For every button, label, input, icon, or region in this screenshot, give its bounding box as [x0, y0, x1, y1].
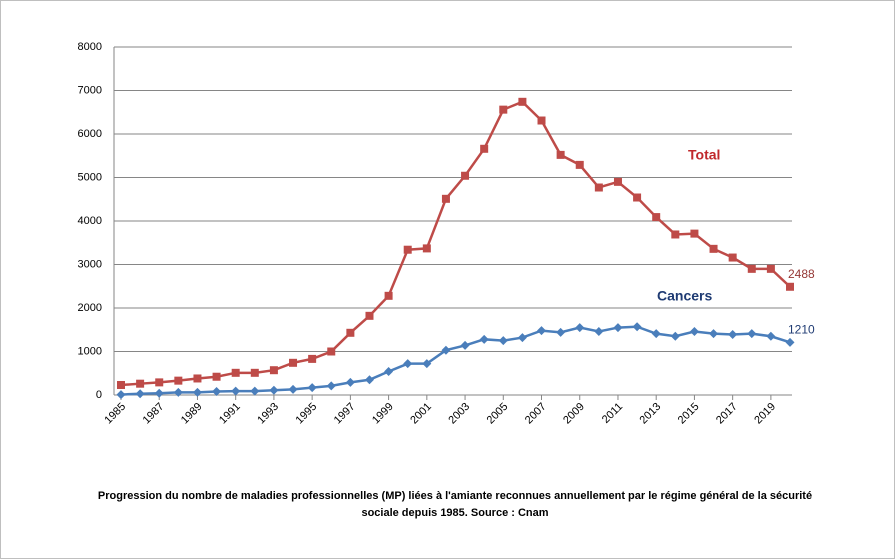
point [135, 389, 145, 399]
point [594, 326, 604, 336]
y-tick-label: 7000 [78, 84, 102, 96]
point [250, 386, 260, 396]
y-tick-label: 1000 [78, 345, 102, 357]
point [766, 264, 775, 273]
y-tick-label: 0 [96, 389, 102, 401]
point [766, 331, 776, 341]
point [517, 333, 527, 343]
point [384, 291, 393, 300]
point [728, 330, 738, 340]
point [192, 387, 202, 397]
caption: Progression du nombre de maladies profes… [97, 490, 813, 519]
point [308, 354, 317, 363]
series-label: Cancers [657, 288, 712, 304]
point [632, 322, 642, 332]
point [480, 144, 489, 153]
point [613, 177, 622, 186]
point [250, 368, 259, 377]
point [747, 264, 756, 273]
point [116, 390, 126, 400]
point [231, 386, 241, 396]
point [786, 282, 794, 291]
point [613, 323, 623, 333]
point [155, 378, 164, 387]
point [117, 380, 125, 389]
point [690, 229, 699, 238]
series-label: Total [688, 147, 720, 163]
point [709, 244, 718, 253]
point [365, 311, 374, 320]
point [441, 345, 451, 355]
point [422, 244, 431, 253]
point [269, 366, 278, 375]
point [461, 171, 470, 180]
point [556, 150, 565, 159]
point [633, 193, 642, 202]
point [556, 327, 566, 337]
point [460, 340, 470, 350]
point [346, 328, 355, 337]
point [403, 359, 413, 369]
point [479, 334, 489, 344]
point [269, 385, 279, 395]
y-tick-label: 2000 [78, 302, 102, 314]
point [499, 105, 508, 114]
point [326, 381, 336, 391]
point [403, 245, 412, 254]
point [785, 337, 795, 347]
point [136, 379, 145, 388]
point [670, 331, 680, 341]
y-tick-label: 3000 [78, 258, 102, 270]
point [231, 368, 240, 377]
point [441, 194, 450, 203]
point [689, 326, 699, 336]
point [537, 116, 546, 125]
point [173, 387, 183, 397]
point [345, 377, 355, 387]
point [364, 375, 374, 385]
point [327, 347, 336, 356]
point [671, 230, 680, 239]
point [193, 374, 202, 383]
point [575, 323, 585, 333]
point [384, 367, 394, 377]
point [212, 372, 221, 381]
point [651, 329, 661, 339]
plot: 2488 1210 [116, 97, 815, 400]
y-tick-label: 6000 [78, 128, 102, 140]
point [652, 213, 661, 222]
point [174, 376, 183, 385]
value-label: 2488 [788, 267, 815, 281]
value-label: 1210 [788, 323, 815, 337]
point [594, 183, 603, 192]
point [728, 253, 737, 262]
point [575, 160, 584, 169]
y-tick-label: 5000 [78, 171, 102, 183]
point [518, 97, 527, 106]
point [288, 384, 298, 394]
point [747, 329, 757, 339]
point [709, 329, 719, 339]
y-tick-label: 4000 [78, 215, 102, 227]
point [307, 383, 317, 393]
point [422, 359, 432, 369]
point [289, 358, 298, 367]
point [498, 336, 508, 346]
point [154, 388, 164, 398]
point [212, 387, 222, 397]
point [537, 326, 547, 336]
y-tick-label: 8000 [78, 41, 102, 53]
